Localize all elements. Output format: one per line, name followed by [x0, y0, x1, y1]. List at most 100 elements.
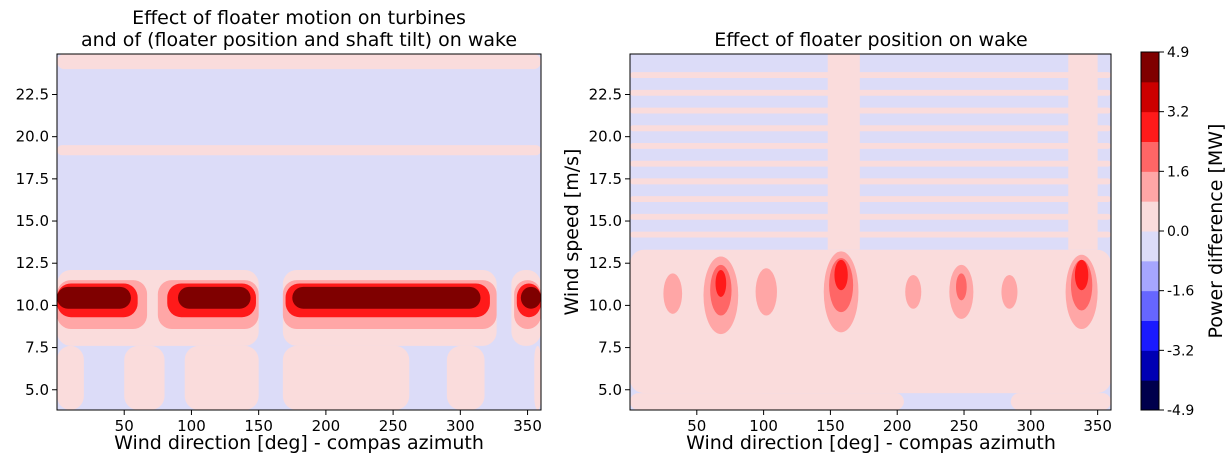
- y-tick-label: 22.5: [589, 85, 622, 103]
- contour-column-3: [827, 54, 860, 250]
- y-tick-label: 17.5: [16, 170, 49, 188]
- right-y-axis-label: Wind speed [m/s]: [561, 149, 583, 316]
- x-tick-label: 50: [115, 417, 134, 435]
- x-tick-label: 100: [749, 417, 778, 435]
- contour-band-0: [630, 249, 1111, 394]
- right-heatmap-panel: Effect of floater position on wake 50 100…: [561, 29, 1112, 454]
- colorbar-level: [1141, 141, 1159, 172]
- contour-column-4: [1068, 54, 1098, 250]
- contour-stripe: [630, 89, 1111, 96]
- colorbar-level: [1141, 350, 1159, 381]
- x-tick-label: 100: [177, 417, 206, 435]
- contour-stripe: [630, 72, 1111, 79]
- right-x-axis-label: Wind direction [deg] - compas azimuth: [686, 432, 1056, 454]
- colorbar-level: [1141, 52, 1159, 83]
- x-tick-label: 250: [379, 417, 408, 435]
- left-heatmap-panel: Effect of floater motion on turbines and…: [16, 7, 542, 454]
- y-tick-label: 15.0: [16, 212, 49, 230]
- contour-blob-13: [905, 275, 922, 309]
- x-tick-label: 350: [513, 417, 542, 435]
- x-tick-label: 200: [312, 417, 341, 435]
- right-x-axis-ticks: 50 100 150 200 250 300 350: [687, 410, 1112, 435]
- left-chart-title-line-1: Effect of floater motion on turbines: [132, 7, 466, 29]
- right-heatmap-area: [630, 54, 1111, 410]
- contour-band-0: [184, 345, 259, 410]
- left-plot-frame: [56, 53, 542, 411]
- contour-band-4: [57, 286, 131, 309]
- colorbar-level: [1141, 81, 1159, 113]
- contour-blob-16: [1001, 275, 1018, 309]
- right-plot-frame: [629, 53, 1112, 411]
- colorbar: 4.9 3.2 1.6 0.0 -1.6 -3.2 -4.9 Power differenc…: [1140, 45, 1227, 419]
- colorbar-tick-label: 3.2: [1167, 105, 1189, 121]
- contour-band-5: [57, 145, 541, 156]
- colorbar-level: [1141, 290, 1159, 321]
- colorbar-tick-label: 4.9: [1167, 45, 1189, 61]
- contour-band-0: [534, 345, 541, 410]
- y-tick-label: 5.0: [25, 381, 49, 399]
- contour-stripe: [630, 213, 1111, 220]
- contour-band-0: [124, 345, 165, 410]
- left-x-axis-label: Wind direction [deg] - compas azimuth: [114, 432, 484, 454]
- colorbar-tick-label: -1.6: [1167, 284, 1194, 300]
- contour-blob-9: [755, 268, 777, 316]
- y-tick-label: 12.5: [16, 254, 49, 272]
- colorbar-tick-label: 0.0: [1167, 224, 1189, 240]
- contour-stripe: [630, 160, 1111, 167]
- colorbar-ticks: 4.9 3.2 1.6 0.0 -1.6 -3.2 -4.9: [1159, 45, 1194, 419]
- colorbar-level: [1141, 380, 1159, 411]
- x-tick-label: 300: [1017, 417, 1046, 435]
- y-tick-label: 22.5: [16, 85, 49, 103]
- x-tick-label: 350: [1083, 417, 1112, 435]
- x-tick-label: 200: [883, 417, 912, 435]
- x-tick-label: 50: [687, 417, 706, 435]
- colorbar-label: Power difference [MW]: [1205, 124, 1227, 339]
- contour-band-0: [446, 345, 485, 410]
- contour-band-6: [57, 54, 541, 70]
- contour-stripe: [630, 178, 1111, 185]
- left-chart-title-line-2: and of (floater position and shaft tilt)…: [81, 29, 517, 51]
- left-heatmap-area: [57, 54, 541, 410]
- x-tick-label: 150: [244, 417, 273, 435]
- x-tick-label: 150: [816, 417, 845, 435]
- contour-stripe: [630, 196, 1111, 203]
- colorbar-level: [1141, 201, 1159, 232]
- contour-stripe: [630, 231, 1111, 238]
- colorbar-tick-label: 1.6: [1167, 164, 1189, 180]
- y-tick-label: 12.5: [589, 254, 622, 272]
- contour-band-0: [57, 345, 84, 410]
- x-tick-label: 300: [446, 417, 475, 435]
- colorbar-level: [1141, 171, 1159, 202]
- y-tick-label: 7.5: [25, 339, 49, 357]
- y-tick-label: 15.0: [589, 212, 622, 230]
- contour-stripe: [630, 107, 1111, 114]
- colorbar-level: [1141, 231, 1159, 262]
- contour-blob-15: [956, 273, 967, 301]
- contour-blob-19: [1074, 259, 1089, 291]
- right-y-axis-ticks: 5.0 7.5 10.0 12.5 15.0 17.5 20.0 22.5: [589, 85, 630, 399]
- x-tick-label: 250: [950, 417, 979, 435]
- contour-blob-12: [834, 259, 848, 291]
- contour-stripe: [630, 143, 1111, 149]
- colorbar-tick-label: -3.2: [1167, 343, 1194, 359]
- y-tick-label: 10.0: [16, 296, 49, 314]
- colorbar-level: [1141, 260, 1159, 292]
- contour-blob-5: [663, 273, 683, 314]
- y-tick-label: 20.0: [16, 128, 49, 146]
- right-chart-title: Effect of floater position on wake: [714, 29, 1028, 51]
- y-tick-label: 10.0: [589, 296, 622, 314]
- contour-band-1: [630, 393, 904, 410]
- y-tick-label: 20.0: [589, 128, 622, 146]
- colorbar-tick-label: -4.9: [1167, 403, 1194, 419]
- contour-band-4: [292, 286, 481, 309]
- y-tick-label: 7.5: [598, 339, 622, 357]
- left-x-axis-ticks: 50 100 150 200 250 300 350: [115, 410, 542, 435]
- contour-band-1: [1010, 393, 1111, 410]
- left-y-axis-ticks: 5.0 7.5 10.0 12.5 15.0 17.5 20.0 22.5: [16, 85, 57, 399]
- y-tick-label: 17.5: [589, 170, 622, 188]
- colorbar-strip: [1141, 52, 1159, 411]
- contour-stripe: [630, 125, 1111, 132]
- colorbar-level: [1141, 111, 1159, 142]
- colorbar-level: [1141, 320, 1159, 351]
